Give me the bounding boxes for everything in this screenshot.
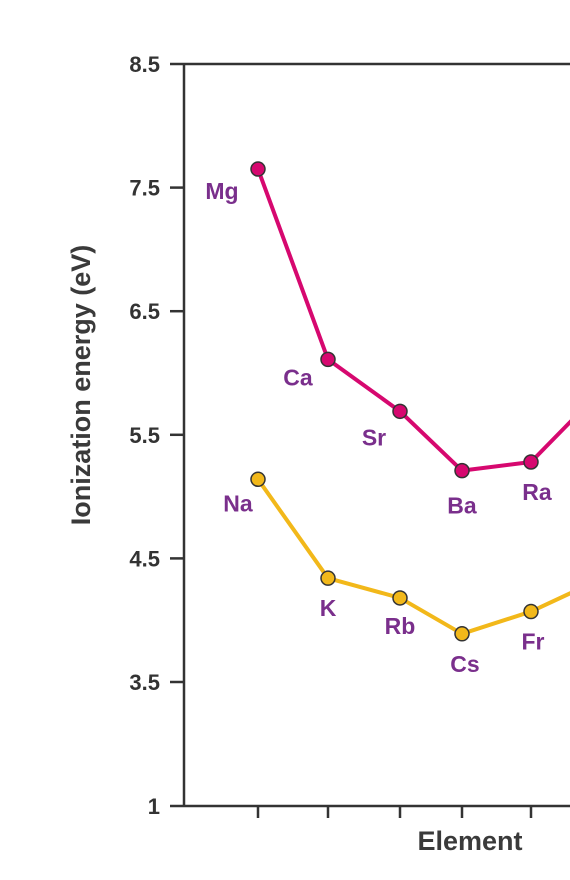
y-tick-label: 5.5: [129, 423, 160, 448]
y-tick-label: 1: [148, 794, 160, 819]
point-label: Na: [223, 490, 253, 516]
point-label: Mg: [205, 178, 238, 204]
data-point: [523, 454, 539, 470]
data-point: [392, 403, 408, 420]
point-label: Sr: [362, 424, 386, 450]
data-point: [454, 462, 470, 479]
y-tick-label: 4.5: [129, 546, 160, 571]
point-label: Rb: [385, 613, 416, 639]
data-point: [250, 471, 266, 488]
y-tick-label: 3.5: [129, 670, 160, 695]
data-point: [250, 161, 266, 177]
series-0: Mg Ca Sr Ba Ra: [205, 161, 570, 519]
point-label: Ba: [447, 493, 477, 519]
series-layer: Mg Ca Sr Ba Ra Na K Rb Cs Fr: [205, 161, 570, 677]
data-point: [320, 570, 336, 586]
data-point: [320, 351, 336, 368]
y-tick-label: 7.5: [129, 176, 160, 201]
x-axis-ticks: [256, 806, 533, 818]
point-label: K: [320, 595, 337, 621]
y-tick-label: 6.5: [129, 299, 160, 324]
data-point: [454, 626, 470, 642]
y-axis-title: Ionization energy (eV): [66, 245, 96, 526]
series-1: Na K Rb Cs Fr: [223, 471, 570, 677]
y-tick-label: 8.5: [129, 52, 160, 77]
series-line: [256, 478, 570, 636]
point-label: Ca: [283, 364, 313, 390]
data-point: [523, 603, 539, 620]
data-point: [392, 590, 408, 606]
series-line: [256, 168, 570, 473]
x-axis-title: Element: [417, 826, 522, 856]
y-axis-ticks: 1 3.5 4.5 5.5 6.5 7.5 8.5: [129, 52, 184, 819]
point-label: Ra: [522, 479, 552, 505]
point-label: Cs: [450, 651, 479, 677]
point-label: Fr: [522, 629, 545, 655]
